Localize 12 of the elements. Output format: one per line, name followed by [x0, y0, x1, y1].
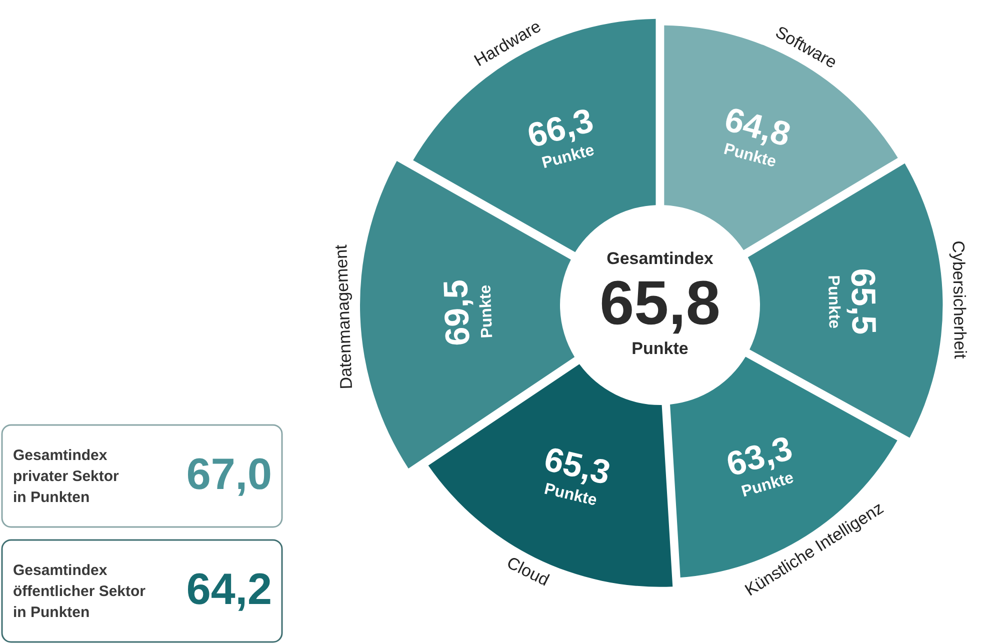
text: Punkte: [477, 284, 496, 339]
slice-label: Datenmanagement: [331, 244, 356, 390]
slice-label: Cloud: [504, 553, 552, 590]
text: Gesamtindex privater Sektor in Punkten: [13, 447, 120, 506]
text: Punkte: [824, 275, 842, 329]
text: Gesamtindex öffentlicher Sektor in Punkten: [13, 562, 146, 621]
slice-label: Cybersicherheit: [948, 240, 970, 360]
data-label: 65,5: [843, 268, 883, 335]
text: Gesamtindex 65,8 Punkte: [600, 249, 720, 358]
text: 64,2: [186, 565, 272, 614]
text: 67,0: [186, 450, 272, 499]
data-label: 69,5: [436, 278, 478, 346]
